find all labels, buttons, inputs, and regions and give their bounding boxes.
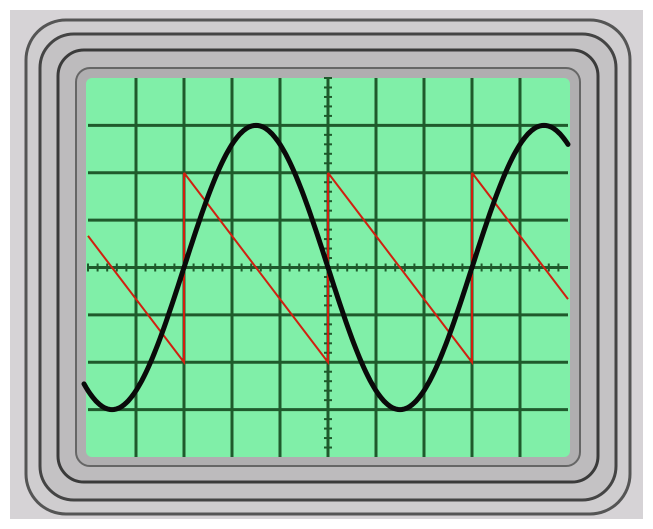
sawtooth-trace xyxy=(87,172,569,366)
sine-trace xyxy=(81,122,571,413)
